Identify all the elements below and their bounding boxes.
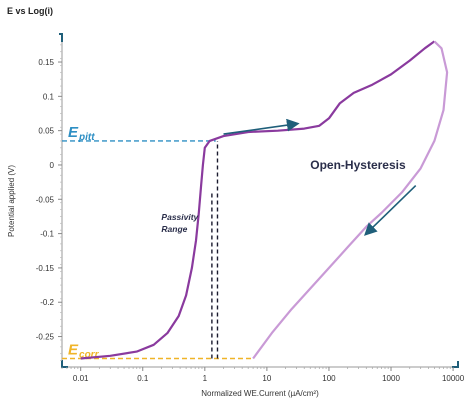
direction-arrow bbox=[223, 118, 300, 135]
forward-scan-line bbox=[80, 40, 436, 360]
x-tick-label: 10000 bbox=[442, 374, 465, 383]
y-tick-label: -0.15 bbox=[36, 264, 55, 273]
y-axis-bottom-bracket bbox=[61, 360, 68, 368]
axes bbox=[59, 33, 459, 368]
direction-arrow bbox=[364, 184, 417, 236]
x-tick-label: 1000 bbox=[382, 374, 400, 383]
y-axis-top-bracket bbox=[59, 33, 63, 42]
x-axis-title: Normalized WE.Current (µA/cm²) bbox=[201, 389, 319, 398]
x-tick-label: 0.1 bbox=[137, 374, 149, 383]
y-tick-label: 0.05 bbox=[38, 127, 54, 136]
open-hysteresis-label: Open-Hysteresis bbox=[310, 158, 406, 172]
y-tick-label: -0.25 bbox=[36, 333, 55, 342]
y-tick-label: -0.2 bbox=[40, 298, 54, 307]
x-axis-right-bracket bbox=[452, 361, 459, 368]
y-axis-title: Potential applied (V) bbox=[7, 165, 16, 237]
passivity-range-label: Range bbox=[161, 224, 187, 234]
x-tick-label: 100 bbox=[322, 374, 336, 383]
x-tick-label: 0.01 bbox=[73, 374, 89, 383]
chart-title: E vs Log(i) bbox=[7, 6, 54, 16]
passivity-range-label: Passivity bbox=[161, 212, 199, 222]
y-tick-label: -0.1 bbox=[40, 230, 54, 239]
series bbox=[80, 40, 449, 360]
y-tick-label: 0.15 bbox=[38, 58, 54, 67]
reference-line-label: Epitt bbox=[68, 124, 95, 143]
annotations: Passivity Range Open-Hysteresis bbox=[161, 158, 406, 234]
reverse-scan-line bbox=[252, 40, 449, 360]
ticks: 0.01 0.1 1 10 100 1000 10000 0.15 0.1 0.05 0 -0.05 -… bbox=[36, 44, 465, 383]
x-tick-label: 10 bbox=[262, 374, 271, 383]
arrows bbox=[223, 118, 417, 236]
y-tick-label: 0 bbox=[50, 161, 55, 170]
x-tick-label: 1 bbox=[203, 374, 208, 383]
y-tick-label: -0.05 bbox=[36, 195, 55, 204]
y-tick-label: 0.1 bbox=[43, 92, 55, 101]
